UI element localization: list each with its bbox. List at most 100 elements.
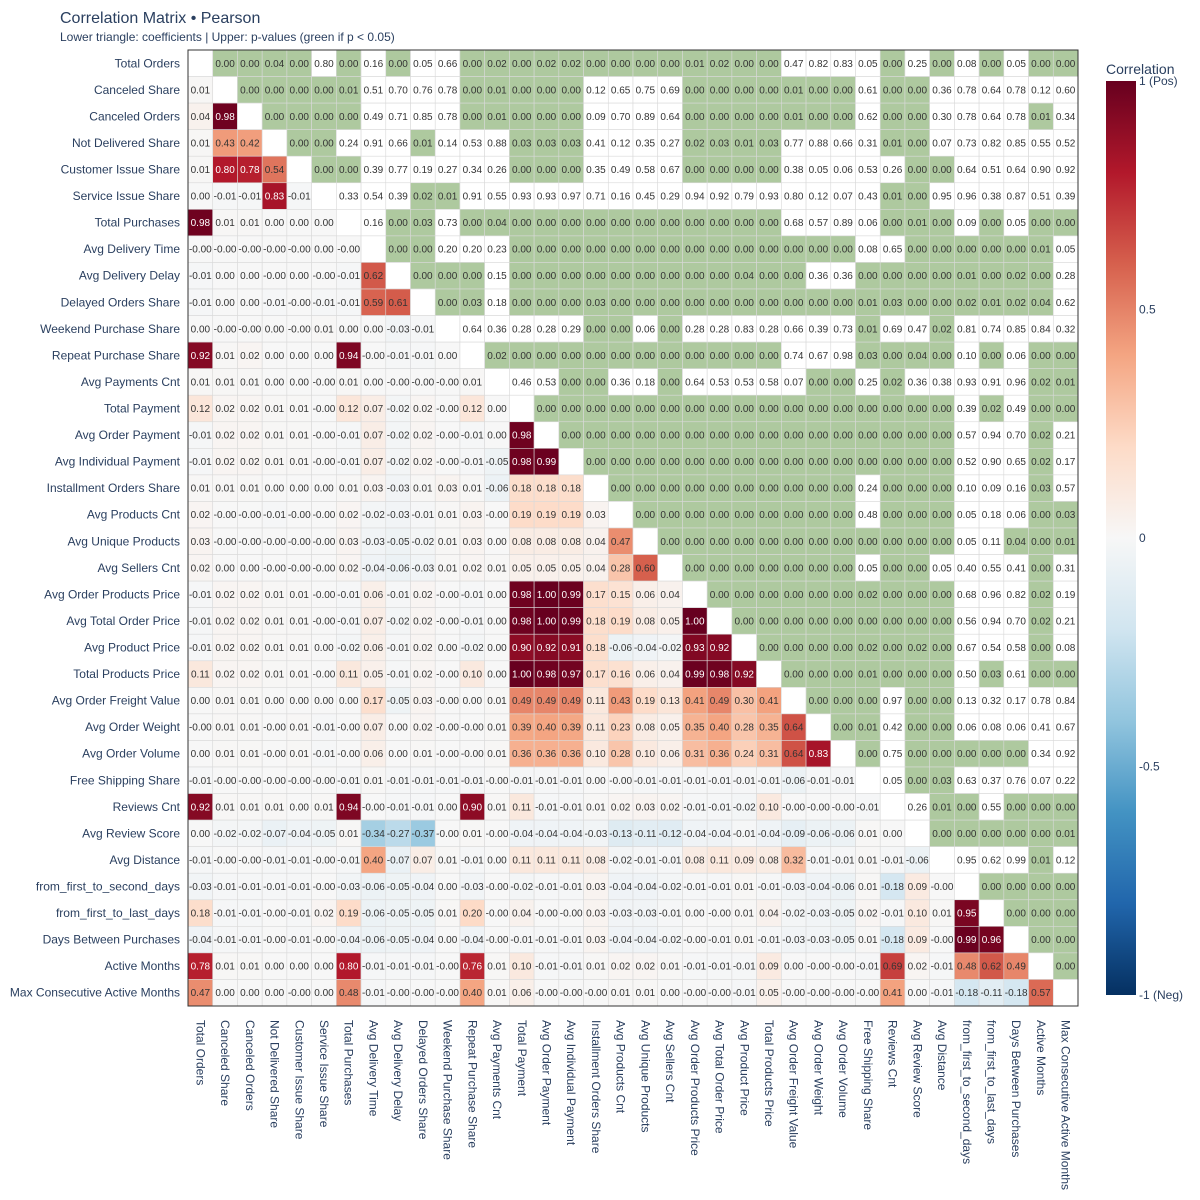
chart-subtitle: Lower triangle: coefficients | Upper: p-… [60, 30, 395, 44]
pvalue-label: 0.00 [710, 218, 730, 229]
pvalue-label: 0.00 [784, 616, 804, 627]
coef-label: 0.23 [611, 723, 631, 734]
x-tick-label: Days Between Purchases [1009, 1020, 1023, 1157]
diagonal-cell [261, 129, 288, 157]
coef-label: -0.01 [337, 271, 360, 282]
coef-label: -0.06 [807, 829, 830, 840]
pvalue-label: 0.00 [339, 165, 359, 176]
pvalue-cell [583, 235, 609, 263]
pvalue-label: 0.25 [858, 377, 878, 388]
coef-label: -0.00 [486, 935, 509, 946]
coef-label: 0.03 [463, 510, 483, 521]
pvalue-label: 0.00 [858, 616, 878, 627]
pvalue-label: 0.01 [1031, 855, 1051, 866]
coef-label: -0.00 [931, 935, 954, 946]
pvalue-label: 0.06 [636, 324, 656, 335]
coef-label: -0.01 [411, 324, 434, 335]
pvalue-label: 0.36 [833, 271, 853, 282]
coef-label: 0.36 [561, 749, 581, 760]
y-tick-label: Total Products Price [73, 667, 180, 681]
coef-label: 0.35 [685, 723, 705, 734]
pvalue-label: 0.07 [932, 138, 952, 149]
coef-label: 0.04 [660, 670, 680, 681]
coef-label: 0.00 [240, 298, 260, 309]
pvalue-label: 0.00 [685, 165, 705, 176]
pvalue-label: 0.00 [784, 245, 804, 256]
coef-label: -0.01 [708, 776, 731, 787]
coef-label: -0.01 [411, 351, 434, 362]
pvalue-label: 0.70 [1006, 431, 1026, 442]
coef-label: 0.76 [463, 962, 483, 973]
pvalue-label: 0.01 [1031, 112, 1051, 123]
pvalue-label: 0.00 [932, 404, 952, 415]
coef-label: 0.09 [908, 882, 928, 893]
y-tick-label: Avg Order Volume [82, 747, 180, 761]
pvalue-label: 0.00 [388, 245, 408, 256]
coef-label: -0.00 [263, 563, 286, 574]
pvalue-label: 0.00 [710, 245, 730, 256]
pvalue-label: 0.00 [833, 404, 853, 415]
coef-label: -0.00 [535, 909, 558, 920]
pvalue-label: 0.00 [908, 749, 928, 760]
pvalue-label: 0.70 [388, 85, 408, 96]
x-tick-label: Weekend Purchase Share [441, 1020, 455, 1160]
coef-label: 0.10 [586, 749, 606, 760]
coef-cell [187, 129, 214, 157]
pvalue-cell [731, 102, 757, 130]
pvalue-label: 0.00 [908, 165, 928, 176]
coef-label: -0.02 [510, 882, 533, 893]
pvalue-label: 0.02 [908, 643, 928, 654]
pvalue-label: 0.00 [759, 431, 779, 442]
pvalue-label: 0.47 [908, 324, 928, 335]
coef-label: 0.02 [413, 723, 433, 734]
pvalue-cell [632, 129, 659, 157]
coef-label: 0.01 [339, 829, 359, 840]
coef-label: 0.00 [339, 696, 359, 707]
coef-label: -0.01 [238, 882, 261, 893]
pvalue-label: 0.01 [858, 298, 878, 309]
coef-label: 0.01 [215, 696, 235, 707]
pvalue-label: 0.00 [932, 245, 952, 256]
pvalue-label: 0.05 [883, 776, 903, 787]
coef-label: 0.00 [314, 696, 334, 707]
coef-label: -0.01 [659, 855, 682, 866]
coef-label: 0.00 [364, 377, 384, 388]
pvalue-label: 0.50 [957, 670, 977, 681]
pvalue-cell [781, 76, 807, 104]
coef-label: -0.00 [807, 802, 830, 813]
coef-label: 0.00 [388, 723, 408, 734]
pvalue-label: 0.00 [735, 298, 755, 309]
pvalue-label: 0.39 [1056, 192, 1076, 203]
pvalue-cell [904, 155, 930, 184]
coef-label: -0.04 [510, 829, 533, 840]
pvalue-label: 0.00 [908, 723, 928, 734]
pvalue-label: 0.00 [982, 59, 1002, 70]
pvalue-label: 0.00 [833, 298, 853, 309]
coef-label: -0.01 [535, 935, 558, 946]
pvalue-cell [533, 182, 560, 210]
pvalue-cell [484, 209, 510, 237]
pvalue-label: 0.00 [932, 696, 952, 707]
pvalue-label: 0.00 [710, 484, 730, 495]
pvalue-label: 0.54 [364, 192, 384, 203]
coef-label: 0.01 [240, 484, 260, 495]
coef-label: 0.48 [339, 988, 359, 999]
pvalue-cell [1052, 182, 1079, 210]
pvalue-label: 0.02 [1006, 298, 1026, 309]
pvalue-cell [756, 235, 782, 263]
pvalue-cell [855, 102, 881, 130]
coef-label: -0.01 [337, 457, 360, 468]
pvalue-label: 0.00 [833, 245, 853, 256]
coef-label: 0.01 [290, 749, 310, 760]
coef-label: -0.00 [263, 537, 286, 548]
pvalue-cell [1003, 129, 1029, 157]
pvalue-label: 0.00 [858, 457, 878, 468]
coef-label: 0.00 [487, 404, 507, 415]
coef-label: 0.11 [537, 855, 556, 866]
pvalue-label: 0.28 [710, 324, 730, 335]
pvalue-cell [261, 76, 288, 104]
pvalue-label: 0.18 [636, 377, 656, 388]
pvalue-label: 0.00 [833, 510, 853, 521]
pvalue-label: 0.00 [833, 563, 853, 574]
diagonal-cell [360, 235, 387, 263]
